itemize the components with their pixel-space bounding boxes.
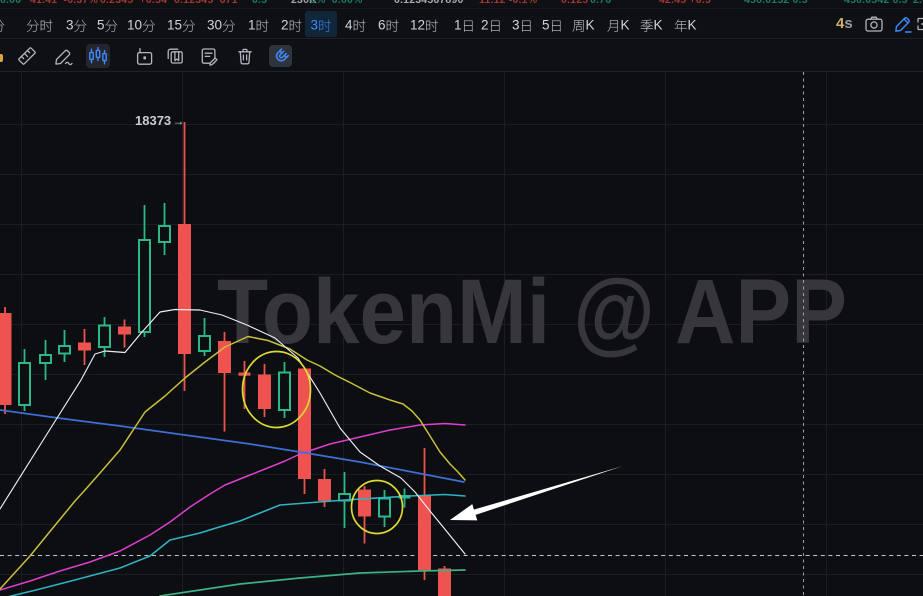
svg-text:K: K (621, 18, 630, 33)
svg-text:2: 2 (281, 18, 289, 33)
svg-text:K: K (688, 18, 697, 33)
svg-text:TokenMi @ APP: TokenMi @ APP (217, 261, 847, 363)
svg-text:15: 15 (167, 18, 182, 33)
svg-text:K: K (654, 18, 663, 33)
svg-text:3: 3 (311, 18, 319, 33)
svg-text:12: 12 (410, 18, 425, 33)
svg-text:2: 2 (481, 18, 489, 33)
svg-text:5: 5 (97, 18, 105, 33)
svg-text:4: 4 (345, 18, 353, 33)
svg-text:6: 6 (378, 18, 386, 33)
svg-text:3: 3 (512, 18, 520, 33)
svg-text:1: 1 (454, 18, 462, 33)
svg-text:→: → (173, 114, 185, 128)
svg-text:30: 30 (207, 18, 222, 33)
svg-text:5: 5 (542, 18, 550, 33)
svg-text:10: 10 (127, 18, 142, 33)
svg-text:1: 1 (248, 18, 256, 33)
svg-text:K: K (586, 18, 595, 33)
svg-text:3: 3 (66, 18, 74, 33)
svg-text:18373: 18373 (135, 113, 171, 128)
